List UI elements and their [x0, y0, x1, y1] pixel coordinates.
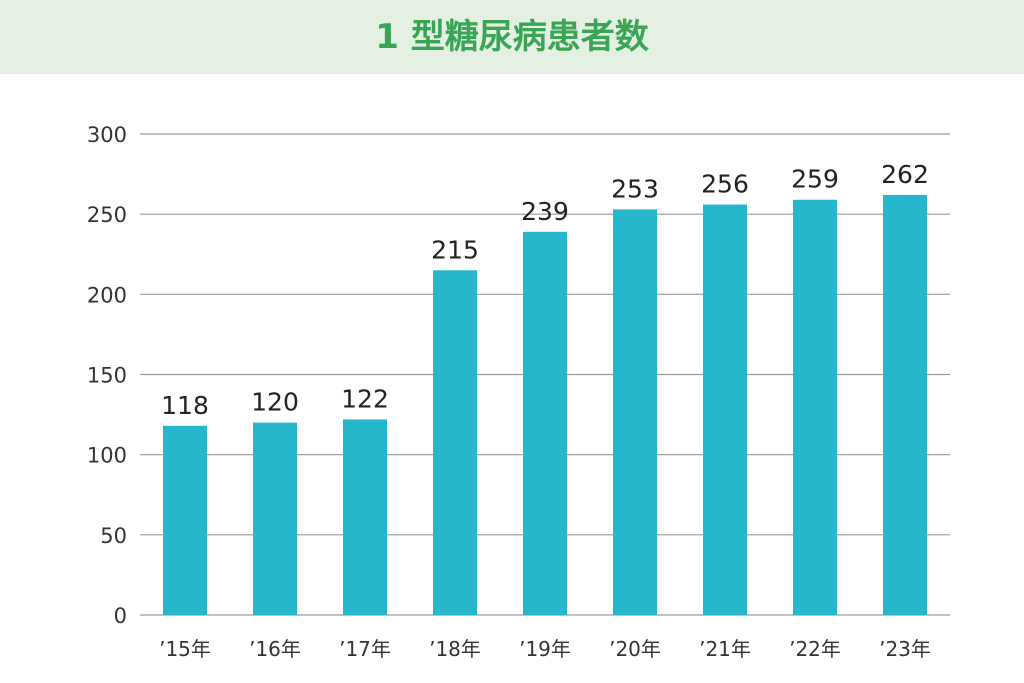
x-tick-label: ’15年 [159, 637, 211, 661]
x-tick-label: ’16年 [249, 637, 301, 661]
bar [883, 194, 927, 615]
x-tick-label: ’20年 [609, 637, 661, 661]
bar-value-labels: 118 120 122 215 239 253 256 259 262 [161, 160, 929, 420]
bar-value-label: 120 [251, 388, 299, 417]
y-axis-tick-labels: 0 50 100 150 200 250 300 [87, 123, 127, 628]
x-tick-label: ’23年 [879, 637, 931, 661]
bar [793, 199, 837, 615]
bar [523, 231, 567, 615]
bar-value-label: 122 [341, 384, 389, 413]
bar-value-label: 262 [881, 160, 929, 189]
bar-value-label: 256 [701, 170, 749, 199]
chart-title: 1 型糖尿病患者数 [375, 17, 649, 57]
bar-value-label: 118 [161, 391, 209, 420]
y-tick-label: 100 [87, 444, 127, 468]
bar-value-label: 239 [521, 197, 569, 226]
bar [343, 419, 387, 615]
bar [703, 204, 747, 615]
x-tick-label: ’18年 [429, 637, 481, 661]
x-tick-label: ’21年 [699, 637, 751, 661]
bar [163, 425, 207, 615]
y-tick-label: 0 [114, 604, 127, 628]
x-tick-label: ’19年 [519, 637, 571, 661]
y-tick-label: 200 [87, 283, 127, 307]
x-tick-label: ’22年 [789, 637, 841, 661]
bar-value-label: 215 [431, 235, 479, 264]
bar [433, 270, 477, 615]
y-tick-label: 50 [100, 524, 127, 548]
bar [253, 422, 297, 615]
x-axis-tick-labels: ’15年 ’16年 ’17年 ’18年 ’19年 ’20年 ’21年 ’22年 ’23年 [159, 637, 931, 661]
x-tick-label: ’17年 [339, 637, 391, 661]
bar [613, 209, 657, 615]
bar-value-label: 259 [791, 165, 839, 194]
title-band [0, 0, 1024, 74]
bars [163, 194, 927, 615]
y-tick-label: 250 [87, 203, 127, 227]
y-tick-label: 300 [87, 123, 127, 147]
bar-value-label: 253 [611, 174, 659, 203]
y-tick-label: 150 [87, 364, 127, 388]
